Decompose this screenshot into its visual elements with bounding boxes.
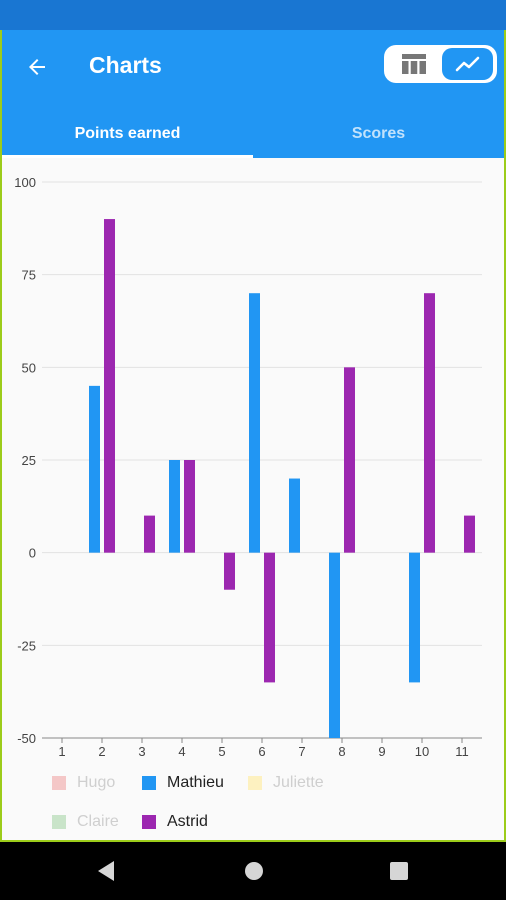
view-toggle — [384, 45, 497, 83]
bar-mathieu — [169, 460, 180, 553]
x-tick-label: 11 — [455, 744, 469, 758]
recents-nav-icon — [390, 862, 408, 880]
legend-item-claire[interactable]: Claire — [52, 811, 119, 833]
app-frame: Charts Points earned Scores — [0, 30, 506, 842]
bar-astrid — [144, 515, 155, 553]
arrow-left-icon — [29, 59, 45, 75]
bar-astrid — [224, 552, 235, 590]
y-tick-label: -50 — [17, 731, 36, 746]
bar-mathieu — [249, 293, 260, 553]
legend-swatch — [52, 815, 66, 829]
y-tick-label: 50 — [22, 360, 36, 375]
bar-astrid — [104, 219, 115, 553]
page-title: Charts — [89, 52, 162, 78]
x-tick-label: 7 — [298, 744, 305, 758]
tab-points-earned[interactable]: Points earned — [74, 125, 181, 142]
x-tick-label: 3 — [138, 744, 145, 758]
legend-item-juliette[interactable]: Juliette — [248, 772, 324, 794]
y-tick-label: 100 — [14, 175, 36, 190]
legend-swatch — [52, 776, 66, 790]
bar-astrid — [344, 367, 355, 553]
bar-astrid — [264, 552, 275, 683]
app-window: Charts Points earned Scores — [2, 30, 504, 840]
x-tick-label: 5 — [218, 744, 225, 758]
bar-mathieu — [289, 478, 300, 553]
bar-astrid — [184, 460, 195, 553]
bar-mathieu — [409, 552, 420, 683]
legend-label: Claire — [77, 813, 119, 830]
legend-item-hugo[interactable]: Hugo — [52, 772, 115, 794]
bar-astrid — [424, 293, 435, 553]
legend-label: Mathieu — [167, 774, 224, 791]
nav-recents-button[interactable] — [383, 856, 415, 886]
line-chart-icon — [455, 56, 479, 72]
x-tick-label: 6 — [258, 744, 265, 758]
status-bar — [0, 0, 506, 30]
android-nav-bar — [0, 842, 506, 900]
x-tick-label: 9 — [378, 744, 385, 758]
chart-view-button[interactable] — [442, 48, 493, 80]
legend-swatch — [248, 776, 262, 790]
legend-swatch — [142, 776, 156, 790]
legend-label: Astrid — [167, 813, 208, 830]
home-nav-icon — [245, 862, 263, 880]
back-nav-icon — [98, 861, 114, 881]
nav-home-button[interactable] — [238, 856, 270, 886]
y-tick-label: 25 — [22, 453, 36, 468]
x-tick-label: 1 — [58, 744, 65, 758]
legend-label: Hugo — [77, 774, 116, 791]
legend-label: Juliette — [273, 774, 324, 791]
x-tick-label: 8 — [338, 744, 345, 758]
back-button[interactable] — [20, 50, 54, 84]
tab-indicator — [2, 155, 253, 158]
x-tick-label: 10 — [415, 744, 429, 758]
legend-item-astrid[interactable]: Astrid — [142, 811, 208, 833]
table-view-button[interactable] — [388, 48, 440, 80]
app-bar: Charts Points earned Scores — [2, 30, 504, 158]
y-tick-label: -25 — [17, 638, 36, 653]
bar-mathieu — [89, 385, 100, 553]
bar-mathieu — [329, 552, 340, 738]
legend-item-mathieu[interactable]: Mathieu — [142, 772, 224, 794]
y-tick-label: 75 — [22, 268, 36, 283]
legend-swatch — [142, 815, 156, 829]
x-tick-label: 4 — [178, 744, 185, 758]
x-tick-label: 2 — [98, 744, 105, 758]
nav-back-button[interactable] — [90, 856, 122, 886]
y-tick-label: 0 — [29, 546, 36, 561]
points-bar-chart: 100 75 50 25 0 -25 -50 1 2 3 4 5 6 7 8 9 10 11 — [14, 175, 482, 758]
tab-scores[interactable]: Scores — [351, 125, 406, 142]
bar-astrid — [464, 515, 475, 553]
table-icon — [402, 54, 426, 74]
